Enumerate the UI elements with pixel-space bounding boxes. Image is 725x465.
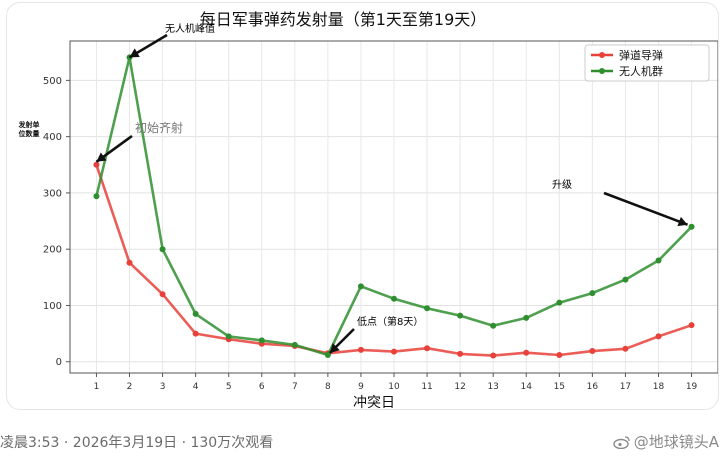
series-2-point [159, 246, 166, 253]
series-2-point [324, 351, 331, 358]
series-2-point [291, 341, 298, 348]
x-axis-label: 冲突日 [353, 395, 395, 409]
x-tick-label: 9 [358, 382, 364, 392]
post-meta: 凌晨3:53 · 2026年3月19日 · 130万次观看 [0, 435, 274, 451]
series-1-point [192, 330, 199, 337]
series-1-point [93, 161, 100, 168]
series-2-point [457, 312, 464, 319]
x-tick-label: 4 [193, 382, 199, 392]
y-tick-label: 500 [43, 76, 62, 87]
legend-label: 弹道导弹 [619, 48, 663, 62]
series-1-point [556, 351, 563, 358]
y-tick-label: 100 [43, 301, 62, 312]
series-2-point [424, 305, 431, 312]
x-tick-label: 5 [226, 382, 232, 392]
series-1-point [589, 348, 596, 355]
x-tick-label: 13 [487, 382, 498, 392]
series-2-point [490, 322, 497, 329]
series-1-point [391, 348, 397, 355]
annotation-arrow [603, 191, 689, 226]
x-tick-label: 1 [94, 382, 100, 392]
series-1-point [357, 346, 364, 353]
x-tick-label: 7 [292, 382, 298, 392]
series-2-point [93, 193, 100, 200]
annotation-label: 无人机峰值 [165, 22, 215, 35]
x-tick-label: 14 [521, 382, 533, 392]
series-2-point [258, 337, 265, 344]
series-2-point [225, 333, 232, 340]
legend-marker [599, 52, 605, 58]
x-tick-label: 12 [454, 382, 465, 392]
y-tick-label: 400 [43, 132, 62, 143]
series-2-point [357, 283, 364, 290]
x-tick-label: 2 [127, 382, 133, 392]
series-1-point [655, 333, 662, 340]
annotation-arrowhead [329, 343, 340, 353]
series-1-point [523, 349, 530, 356]
series-2-point [688, 223, 695, 230]
legend-label: 无人机群 [619, 64, 663, 78]
x-tick-label: 15 [554, 382, 565, 392]
series-1-point [490, 352, 497, 359]
y-tick-label: 300 [43, 188, 62, 199]
y-axis-label-line: 发射单 [18, 120, 40, 129]
series-1-point [457, 350, 464, 357]
series-1-point [126, 259, 133, 266]
annotation-arrowhead [677, 216, 688, 227]
series-2-point [523, 314, 530, 321]
x-tick-label: 17 [620, 382, 631, 392]
series-2-point [589, 290, 596, 297]
x-tick-label: 10 [388, 382, 400, 392]
annotation-label: 低点（第8天） [357, 315, 423, 328]
chart-card: 每日军事弹药发射量（第1天至第19天） 0 100 200 300 400 500 1 2 3 4 5… [6, 2, 719, 410]
y-tick-label: 200 [43, 245, 62, 256]
x-tick-label: 3 [160, 382, 166, 392]
series-2-point [391, 295, 397, 302]
series-2-point [622, 276, 629, 283]
series-1-point [688, 322, 695, 329]
legend-box [584, 44, 710, 82]
chart-title: 每日军事弹药发射量（第1天至第19天） [200, 10, 487, 29]
series-2-point [556, 299, 563, 306]
x-tick-label: 16 [587, 382, 599, 392]
annotation-label: 初始齐射 [135, 120, 183, 135]
watermark: @地球镜头A [613, 431, 719, 452]
watermark-text: @地球镜头A [633, 433, 719, 451]
weibo-logo-icon [613, 436, 630, 449]
series-1-point [622, 345, 629, 352]
series-1-point [424, 345, 431, 352]
x-tick-label: 18 [653, 382, 665, 392]
y-tick-label: 0 [56, 357, 62, 368]
y-axis-label-line: 位数量 [19, 129, 40, 138]
x-tick-label: 19 [686, 382, 698, 392]
annotation-arrowhead [96, 152, 107, 162]
annotation-arrowhead [129, 48, 140, 58]
x-tick-label: 11 [421, 382, 432, 392]
x-tick-label: 6 [259, 382, 265, 392]
series-1-point [159, 291, 166, 298]
series-2-point [192, 310, 199, 317]
x-tick-label: 8 [325, 382, 331, 392]
legend-marker [599, 68, 605, 74]
post-footer: 凌晨3:53 · 2026年3月19日 · 130万次观看 @地球镜头A [0, 431, 725, 453]
annotation-label: 升级 [552, 179, 572, 191]
series-2-point [655, 257, 662, 264]
